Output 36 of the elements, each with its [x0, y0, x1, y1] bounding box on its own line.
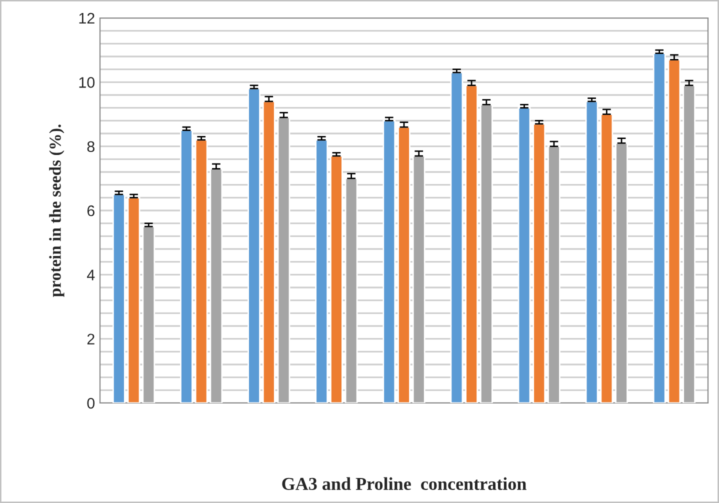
bar [194, 139, 208, 403]
bar [518, 107, 531, 403]
x-axis-title: GA3 and Proline concentration [282, 477, 526, 490]
y-tick-label: 2 [87, 334, 94, 344]
bar [412, 155, 426, 403]
bar [532, 123, 546, 403]
y-tick-label: 0 [87, 398, 95, 409]
bar [315, 139, 328, 403]
bar [615, 142, 628, 403]
bar [248, 88, 260, 403]
y-tick-label: 8 [87, 141, 94, 152]
bar [277, 116, 290, 403]
bar [210, 168, 223, 403]
y-axis-title: protein in the seeds (%). [49, 124, 64, 297]
y-tick-label: 12 [79, 12, 94, 24]
bar [398, 126, 410, 403]
bar [344, 178, 358, 403]
bar [142, 226, 156, 403]
y-tick-label: 6 [87, 205, 94, 216]
bar [330, 155, 343, 403]
bar [180, 130, 193, 403]
y-tick-label: 10 [79, 77, 95, 88]
bar [652, 52, 666, 403]
bar [668, 59, 681, 403]
bar [112, 194, 126, 403]
bar [600, 114, 614, 403]
bar [480, 104, 493, 403]
bar [450, 72, 464, 403]
bar [127, 196, 140, 403]
bar [682, 84, 696, 403]
bar [585, 100, 598, 403]
bar [548, 146, 560, 403]
bar [382, 120, 396, 403]
bar [465, 84, 478, 403]
bar [262, 100, 276, 403]
y-tick-label: 4 [86, 270, 95, 280]
